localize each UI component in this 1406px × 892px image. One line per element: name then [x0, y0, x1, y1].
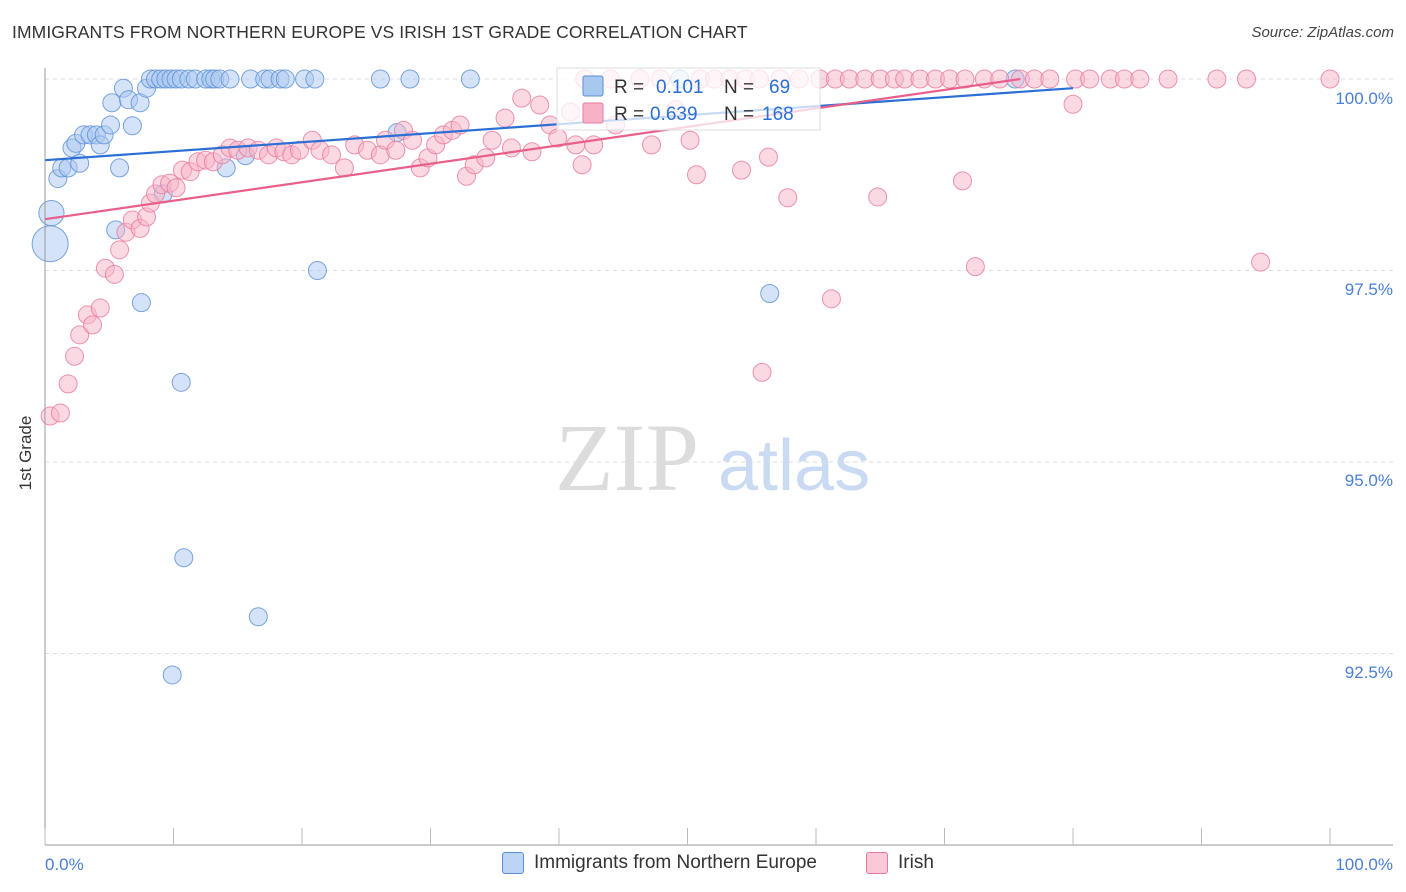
data-point-northern-europe: [131, 293, 151, 313]
data-point-irish: [1320, 69, 1340, 89]
data-point-irish: [686, 165, 706, 185]
data-point-irish: [952, 171, 972, 191]
r-value: 0.639: [650, 104, 698, 125]
data-point-irish: [58, 374, 78, 394]
r-value: 0.101: [656, 77, 704, 98]
data-point-irish: [731, 160, 751, 180]
data-point-irish: [501, 138, 521, 158]
watermark-atlas: atlas: [718, 426, 870, 506]
y-tick-label: 95.0%: [1345, 471, 1393, 490]
legend-label: Immigrants from Northern Europe: [534, 852, 817, 873]
data-point-irish: [166, 178, 186, 198]
data-point-irish: [965, 257, 985, 277]
data-point-northern-europe: [370, 69, 390, 89]
legend-label: Irish: [898, 852, 934, 873]
data-point-northern-europe: [110, 158, 130, 178]
data-point-irish: [758, 147, 778, 167]
data-point-irish: [90, 298, 110, 318]
data-point-northern-europe: [122, 116, 142, 136]
data-point-northern-europe: [305, 69, 325, 89]
legend-item-northern-europe[interactable]: Immigrants from Northern Europe: [502, 852, 817, 874]
data-point-irish: [476, 148, 496, 168]
data-point-irish: [450, 115, 470, 135]
legend-swatch-pink: [866, 852, 888, 874]
data-point-irish: [70, 325, 90, 345]
watermark-zip: ZIP: [555, 404, 699, 511]
data-point-irish: [821, 289, 841, 309]
data-point-irish: [1130, 69, 1150, 89]
data-point-northern-europe: [31, 225, 69, 263]
legend-swatch-blue: [582, 75, 604, 97]
data-point-irish: [50, 403, 70, 423]
data-point-irish: [680, 130, 700, 150]
legend-swatch-pink: [582, 102, 604, 124]
data-point-irish: [752, 362, 772, 382]
data-point-irish: [868, 187, 888, 207]
data-point-irish: [642, 135, 662, 155]
legend-swatch-blue: [502, 852, 524, 874]
n-label: N =: [724, 104, 754, 125]
data-point-northern-europe: [460, 69, 480, 89]
x-tick-label: 100.0%: [1335, 855, 1393, 874]
n-label: N =: [724, 77, 754, 98]
source-label: Source: ZipAtlas.com: [1251, 24, 1394, 41]
data-point-irish: [530, 95, 550, 115]
data-point-irish: [778, 188, 798, 208]
trend-line-pink: [44, 77, 1021, 221]
data-point-northern-europe: [101, 115, 121, 135]
legend-item-irish[interactable]: Irish: [866, 852, 934, 874]
data-point-northern-europe: [38, 199, 65, 227]
x-tick-label: 0.0%: [45, 855, 84, 874]
y-tick-label: 97.5%: [1345, 280, 1393, 299]
data-point-irish: [289, 140, 309, 160]
data-point-irish: [1040, 69, 1060, 89]
data-point-irish: [65, 346, 85, 366]
data-point-irish: [110, 240, 130, 260]
data-point-irish: [522, 142, 542, 162]
n-value: 168: [762, 104, 794, 125]
data-point-northern-europe: [400, 69, 420, 89]
data-point-irish: [572, 155, 592, 175]
data-point-northern-europe: [174, 548, 194, 568]
data-point-northern-europe: [220, 69, 240, 89]
data-point-northern-europe: [102, 93, 122, 113]
y-tick-label: 92.5%: [1345, 663, 1393, 682]
data-point-northern-europe: [307, 261, 327, 280]
stats-legend: R = 0.101 N = 69 R = 0.639 N = 168: [556, 67, 821, 131]
data-point-irish: [83, 315, 103, 335]
data-point-northern-europe: [275, 69, 295, 89]
data-point-irish: [1251, 252, 1271, 272]
data-point-irish: [386, 140, 406, 160]
data-point-northern-europe: [162, 665, 182, 685]
y-tick-label: 100.0%: [1335, 89, 1393, 108]
data-point-irish: [1063, 94, 1083, 114]
data-point-irish: [104, 264, 124, 284]
data-point-northern-europe: [760, 283, 780, 303]
data-point-irish: [1207, 69, 1227, 89]
data-point-northern-europe: [171, 372, 191, 392]
data-point-irish: [482, 130, 502, 150]
data-point-irish: [1158, 69, 1178, 89]
data-point-northern-europe: [248, 607, 268, 627]
chart-title: IMMIGRANTS FROM NORTHERN EUROPE VS IRISH…: [12, 22, 748, 42]
data-point-irish: [1080, 69, 1100, 89]
data-point-irish: [512, 88, 532, 108]
data-point-irish: [322, 145, 342, 165]
data-point-irish: [990, 69, 1010, 89]
n-value: 69: [769, 77, 790, 98]
r-label: R =: [614, 104, 644, 125]
data-point-irish: [495, 108, 515, 128]
r-label: R =: [614, 77, 644, 98]
data-point-irish: [1236, 69, 1256, 89]
